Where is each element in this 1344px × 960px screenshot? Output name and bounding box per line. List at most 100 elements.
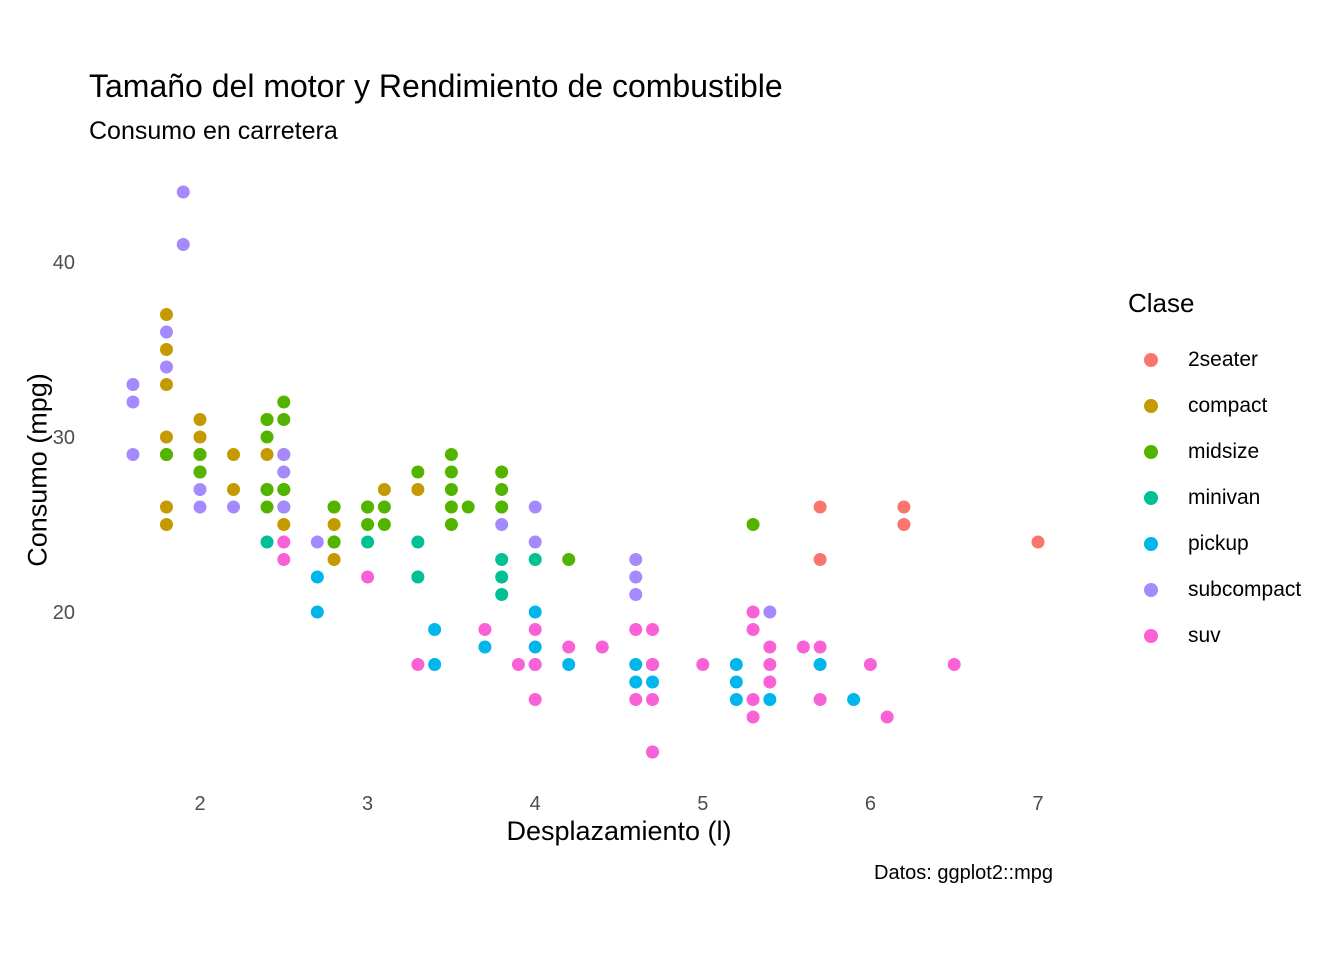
legend-item-suv: suv: [1144, 613, 1301, 659]
series-minivan: [260, 535, 542, 601]
data-point: [411, 570, 425, 584]
series-suv: [277, 535, 961, 759]
data-point: [763, 640, 777, 654]
data-point: [260, 430, 274, 444]
data-point: [813, 640, 827, 654]
data-point: [411, 535, 425, 549]
data-point: [444, 518, 458, 531]
legend-key: [1144, 629, 1158, 643]
data-point: [277, 483, 291, 496]
legend-key: [1144, 353, 1158, 367]
data-point: [478, 623, 492, 636]
data-point: [897, 518, 911, 531]
data-point: [310, 570, 324, 584]
data-point: [159, 518, 173, 531]
data-point: [193, 430, 207, 444]
data-point: [646, 745, 660, 759]
data-point: [193, 465, 207, 479]
data-point: [193, 500, 207, 514]
data-point: [176, 238, 190, 251]
data-point: [159, 430, 173, 444]
data-point: [495, 518, 509, 531]
data-point: [629, 588, 643, 601]
legend: Clase 2seater compact midsize minivan pickup…: [1128, 288, 1301, 659]
x-tick-label: 3: [362, 793, 373, 815]
data-point: [528, 693, 542, 706]
data-point: [461, 500, 475, 514]
data-point: [746, 518, 760, 531]
data-point: [495, 465, 509, 479]
data-point: [159, 500, 173, 514]
data-point: [277, 413, 291, 426]
data-point: [277, 395, 291, 409]
data-point: [126, 395, 140, 409]
data-point: [361, 500, 375, 514]
data-point: [260, 500, 274, 514]
data-point: [763, 658, 777, 671]
data-point: [763, 675, 777, 689]
data-point: [813, 500, 827, 514]
legend-item-2seater: 2seater: [1144, 337, 1301, 383]
data-point: [159, 448, 173, 461]
data-point: [746, 623, 760, 636]
series-2seater: [813, 500, 1045, 566]
data-point: [126, 378, 140, 391]
y-tick-label: 30: [53, 427, 75, 449]
x-tick-label: 7: [1032, 793, 1043, 815]
data-point: [159, 325, 173, 339]
data-point: [562, 640, 576, 654]
legend-label: subcompact: [1188, 578, 1302, 601]
legend-item-minivan: minivan: [1144, 475, 1301, 521]
data-point: [377, 518, 391, 531]
data-caption: Datos: ggplot2::mpg: [874, 862, 1053, 884]
data-point: [595, 640, 609, 654]
data-point: [796, 640, 810, 654]
x-tick-label: 2: [194, 793, 205, 815]
data-point: [629, 693, 643, 706]
data-point: [126, 448, 140, 461]
data-point: [562, 658, 576, 671]
data-point: [1031, 535, 1045, 549]
x-tick-label: 4: [530, 793, 541, 815]
data-point: [729, 675, 743, 689]
data-point: [528, 605, 542, 619]
data-point: [444, 483, 458, 496]
data-point: [310, 535, 324, 549]
legend-key: [1144, 537, 1158, 551]
data-point: [377, 483, 391, 496]
legend-label: midsize: [1188, 440, 1260, 463]
data-point: [428, 623, 442, 636]
data-point: [361, 535, 375, 549]
data-point: [562, 553, 576, 566]
data-point: [411, 483, 425, 496]
data-point: [327, 500, 341, 514]
legend-label: pickup: [1188, 532, 1249, 555]
x-tick-label: 5: [697, 793, 708, 815]
data-point: [528, 658, 542, 671]
data-point: [629, 570, 643, 584]
data-point: [696, 658, 710, 671]
data-point: [847, 693, 861, 706]
data-point: [763, 693, 777, 706]
data-point: [897, 500, 911, 514]
data-point: [495, 483, 509, 496]
data-point: [629, 675, 643, 689]
y-tick-label: 20: [53, 602, 75, 624]
data-point: [478, 640, 492, 654]
data-point: [629, 553, 643, 566]
data-point: [159, 343, 173, 356]
data-point: [327, 553, 341, 566]
series-midsize: [159, 395, 760, 566]
data-point: [361, 518, 375, 531]
data-point: [729, 658, 743, 671]
data-point: [277, 465, 291, 479]
data-point: [528, 640, 542, 654]
data-point: [260, 535, 274, 549]
data-point: [260, 413, 274, 426]
data-point: [227, 483, 241, 496]
data-point: [361, 570, 375, 584]
data-point: [495, 553, 509, 566]
data-point: [880, 710, 894, 724]
data-point: [444, 500, 458, 514]
series-pickup: [310, 570, 861, 759]
